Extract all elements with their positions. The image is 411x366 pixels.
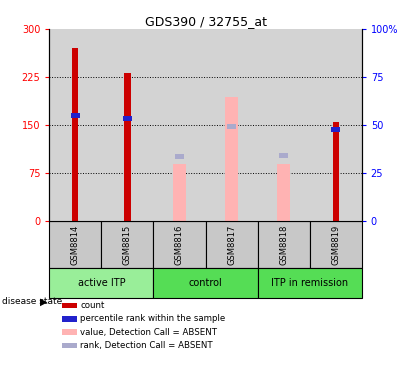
Text: GSM8819: GSM8819 [331, 225, 340, 265]
Bar [102, 221, 153, 268]
Bar [124, 73, 131, 116]
Text: GSM8814: GSM8814 [71, 225, 80, 265]
Bar [49, 268, 153, 298]
Bar [279, 153, 288, 158]
Bar [206, 221, 258, 268]
Bar [227, 124, 236, 129]
Bar [72, 48, 79, 112]
Text: ITP in remission: ITP in remission [271, 278, 348, 288]
Bar [71, 113, 80, 118]
Bar [72, 48, 79, 221]
Text: value, Detection Call = ABSENT: value, Detection Call = ABSENT [80, 328, 217, 337]
Bar [62, 329, 77, 335]
Text: ▶: ▶ [40, 297, 48, 307]
Text: percentile rank within the sample: percentile rank within the sample [80, 314, 225, 323]
Text: GSM8817: GSM8817 [227, 225, 236, 265]
Text: GSM8815: GSM8815 [123, 225, 132, 265]
Text: count: count [80, 301, 104, 310]
Bar [332, 122, 339, 127]
Bar [277, 164, 290, 221]
Bar [62, 316, 77, 322]
Bar [175, 154, 184, 159]
Text: disease state: disease state [2, 298, 62, 306]
Bar [62, 343, 77, 348]
Bar [153, 221, 206, 268]
Text: rank, Detection Call = ABSENT: rank, Detection Call = ABSENT [80, 341, 213, 350]
Text: GSM8816: GSM8816 [175, 225, 184, 265]
Text: GSM8818: GSM8818 [279, 225, 288, 265]
Title: GDS390 / 32755_at: GDS390 / 32755_at [145, 15, 266, 28]
Bar [332, 122, 339, 221]
Bar [49, 221, 102, 268]
Bar [124, 73, 131, 221]
Text: active ITP: active ITP [78, 278, 125, 288]
Bar [258, 268, 362, 298]
Bar [309, 221, 362, 268]
Bar [173, 164, 186, 221]
Text: control: control [189, 278, 222, 288]
Bar [153, 268, 258, 298]
Bar [62, 303, 77, 308]
Bar [258, 221, 309, 268]
Bar [225, 97, 238, 221]
Bar [331, 127, 340, 132]
Bar [123, 116, 132, 121]
